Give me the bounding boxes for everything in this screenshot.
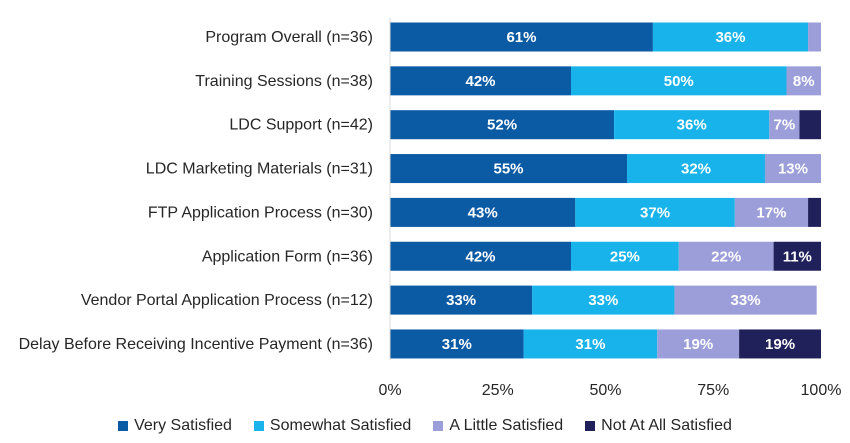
bar-segment <box>627 154 765 184</box>
data-label: 55% <box>494 161 524 178</box>
bar-segment <box>764 154 821 184</box>
data-label: 31% <box>575 336 605 353</box>
bar-segment <box>575 197 735 227</box>
data-label: 36% <box>715 29 745 46</box>
category-labels: Program Overall (n=36) Training Sessions … <box>19 29 373 353</box>
data-label: 33% <box>446 292 476 309</box>
x-tick-label: 100% <box>801 382 842 399</box>
legend-item-somewhat-satisfied: Somewhat Satisfied <box>253 417 412 435</box>
legend-item-a-little-satisfied: A Little Satisfied <box>433 417 563 435</box>
category-label: Vendor Portal Application Process (n=12) <box>81 292 373 309</box>
bar-segment <box>786 66 821 96</box>
bar-segment <box>652 22 809 52</box>
bar-segment <box>390 66 572 96</box>
data-label: 25% <box>610 248 640 265</box>
legend: Very Satisfied Somewhat Satisfied A Litt… <box>0 412 850 440</box>
bar-segment <box>734 197 809 227</box>
legend-swatch <box>253 421 264 431</box>
data-label: 13% <box>778 161 808 178</box>
category-label: Program Overall (n=36) <box>205 29 373 46</box>
bar-segment <box>799 110 821 140</box>
data-label: 61% <box>506 29 536 46</box>
bar-segment <box>532 285 675 315</box>
bar-segment <box>390 285 533 315</box>
segment-labels: 61% 36% 42% 50% 8% 52% 36% 7% 55% 32% 13% 43% 37% 17%… <box>442 29 815 353</box>
data-label: 32% <box>681 161 711 178</box>
bar-segment <box>390 154 628 184</box>
data-label: 43% <box>468 204 498 221</box>
data-label: 31% <box>442 336 472 353</box>
data-label: 11% <box>783 248 812 265</box>
category-label: LDC Marketing Materials (n=31) <box>146 161 373 178</box>
bar-segment <box>678 241 774 271</box>
category-label: Application Form (n=36) <box>202 248 373 265</box>
data-label: 42% <box>465 73 495 90</box>
data-label: 42% <box>465 248 495 265</box>
category-label: LDC Support (n=42) <box>229 117 373 134</box>
bar-segment <box>523 329 658 359</box>
x-tick-label: 50% <box>589 382 621 399</box>
x-tick-label: 25% <box>482 382 514 399</box>
x-axis-tick-labels: 0% 25% 50% 75% 100% <box>378 382 841 399</box>
bar-segment <box>769 110 800 140</box>
bar-segment <box>614 110 770 140</box>
bar-segment <box>390 22 653 52</box>
data-label: 37% <box>640 204 670 221</box>
bar-segment <box>657 329 740 359</box>
legend-item-not-at-all-satisfied: Not At All Satisfied <box>585 417 732 435</box>
bar-segment <box>571 66 787 96</box>
bar-segment <box>773 241 821 271</box>
bars <box>390 22 821 359</box>
data-label: 17% <box>756 204 786 221</box>
x-tick-label: 0% <box>378 382 401 399</box>
data-label: 52% <box>487 117 517 134</box>
bar-segment <box>390 329 524 359</box>
bar-segment <box>808 197 821 227</box>
legend-item-very-satisfied: Very Satisfied <box>118 417 232 435</box>
bar-segment <box>808 22 821 52</box>
data-label: 33% <box>731 292 761 309</box>
category-label: FTP Application Process (n=30) <box>148 204 373 221</box>
legend-swatch <box>585 421 596 431</box>
category-label: Delay Before Receiving Incentive Payment… <box>19 336 373 353</box>
data-label: 50% <box>664 73 694 90</box>
legend-swatch <box>433 421 444 431</box>
bar-segment <box>390 241 572 271</box>
data-label: 22% <box>711 248 741 265</box>
legend-swatch <box>118 421 129 431</box>
category-label: Training Sessions (n=38) <box>195 73 373 90</box>
data-label: 33% <box>588 292 618 309</box>
bar-segment <box>571 241 679 271</box>
x-tick-label: 75% <box>697 382 729 399</box>
bar-segment <box>390 110 615 140</box>
legend-label: Somewhat Satisfied <box>269 417 412 434</box>
legend-label: Not At All Satisfied <box>601 417 732 434</box>
bar-segment <box>674 285 817 315</box>
data-label: 7% <box>774 117 796 134</box>
data-label: 19% <box>765 336 795 353</box>
data-label: 19% <box>683 336 713 353</box>
legend-label: Very Satisfied <box>134 417 232 434</box>
bar-segment <box>739 329 821 359</box>
data-label: 36% <box>677 117 707 134</box>
legend-label: A Little Satisfied <box>449 417 564 434</box>
data-label: 8% <box>793 73 815 90</box>
bar-segment <box>390 197 576 227</box>
